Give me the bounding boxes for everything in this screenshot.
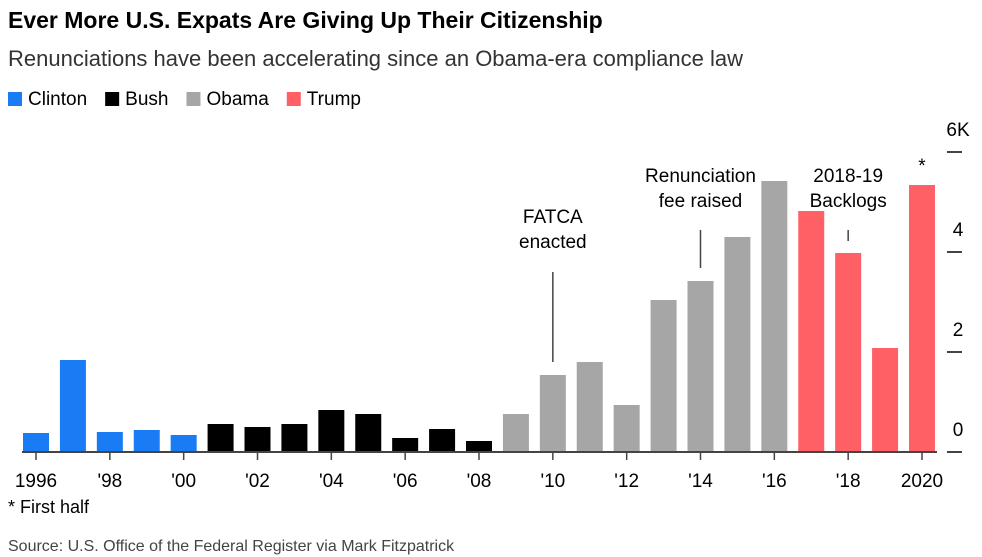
source: Source: U.S. Office of the Federal Regis… xyxy=(8,538,455,555)
x-tick-label: '10 xyxy=(540,471,565,492)
bar xyxy=(835,253,862,452)
legend-swatch xyxy=(105,92,120,106)
x-tick-label: '16 xyxy=(762,471,787,492)
chart-subtitle: Renunciations have been accelerating sin… xyxy=(8,46,743,71)
annotation: * xyxy=(918,156,926,177)
x-tick-label: '14 xyxy=(688,471,713,492)
bar xyxy=(909,185,935,452)
bar xyxy=(207,424,234,452)
x-tick-label: '98 xyxy=(97,471,122,492)
bar xyxy=(281,424,308,452)
legend-swatch xyxy=(286,92,301,106)
legend-label: Bush xyxy=(125,89,168,110)
x-tick-label: '18 xyxy=(836,471,861,492)
bar xyxy=(133,430,160,452)
annotation: Backlogs xyxy=(810,191,887,212)
x-tick-label: '04 xyxy=(319,471,344,492)
legend-swatch xyxy=(8,92,22,106)
legend-swatch xyxy=(186,92,201,106)
annotation: 2018-19 xyxy=(813,166,883,187)
annotation: enacted xyxy=(519,232,587,253)
bar xyxy=(23,433,49,452)
x-tick-label: '06 xyxy=(393,471,418,492)
bar xyxy=(724,237,751,452)
bar xyxy=(96,432,123,452)
bar xyxy=(687,281,714,452)
bar xyxy=(576,362,603,452)
bar xyxy=(244,427,271,452)
annotation: Renunciation xyxy=(645,166,756,187)
y-tick-label: 2 xyxy=(953,320,964,341)
x-tick-label: 1996 xyxy=(15,471,57,492)
bar xyxy=(650,300,677,452)
x-tick-label: 2020 xyxy=(901,471,943,492)
bar xyxy=(502,414,529,452)
x-tick-label: '02 xyxy=(245,471,270,492)
annotation: FATCA xyxy=(523,207,583,228)
annotation: fee raised xyxy=(659,191,742,212)
footnote: * First half xyxy=(8,497,90,517)
x-tick-label: '00 xyxy=(171,471,196,492)
bar xyxy=(872,348,899,452)
y-tick-label: 6K xyxy=(946,120,970,141)
bar xyxy=(613,405,640,452)
legend-label: Trump xyxy=(307,89,361,110)
bar xyxy=(466,441,492,452)
bar xyxy=(170,435,197,452)
bar xyxy=(59,360,86,452)
bar xyxy=(761,181,788,452)
legend-label: Obama xyxy=(206,89,269,110)
bar xyxy=(429,429,456,452)
y-tick-label: 0 xyxy=(953,420,964,441)
bar xyxy=(798,211,825,452)
y-tick-label: 4 xyxy=(953,220,964,241)
bar xyxy=(539,375,566,452)
bar xyxy=(392,438,419,452)
chart-title: Ever More U.S. Expats Are Giving Up Thei… xyxy=(8,7,603,33)
x-tick-label: '12 xyxy=(614,471,639,492)
bar xyxy=(318,410,345,452)
x-tick-label: '08 xyxy=(467,471,492,492)
bar xyxy=(355,414,382,452)
legend-label: Clinton xyxy=(28,89,87,110)
